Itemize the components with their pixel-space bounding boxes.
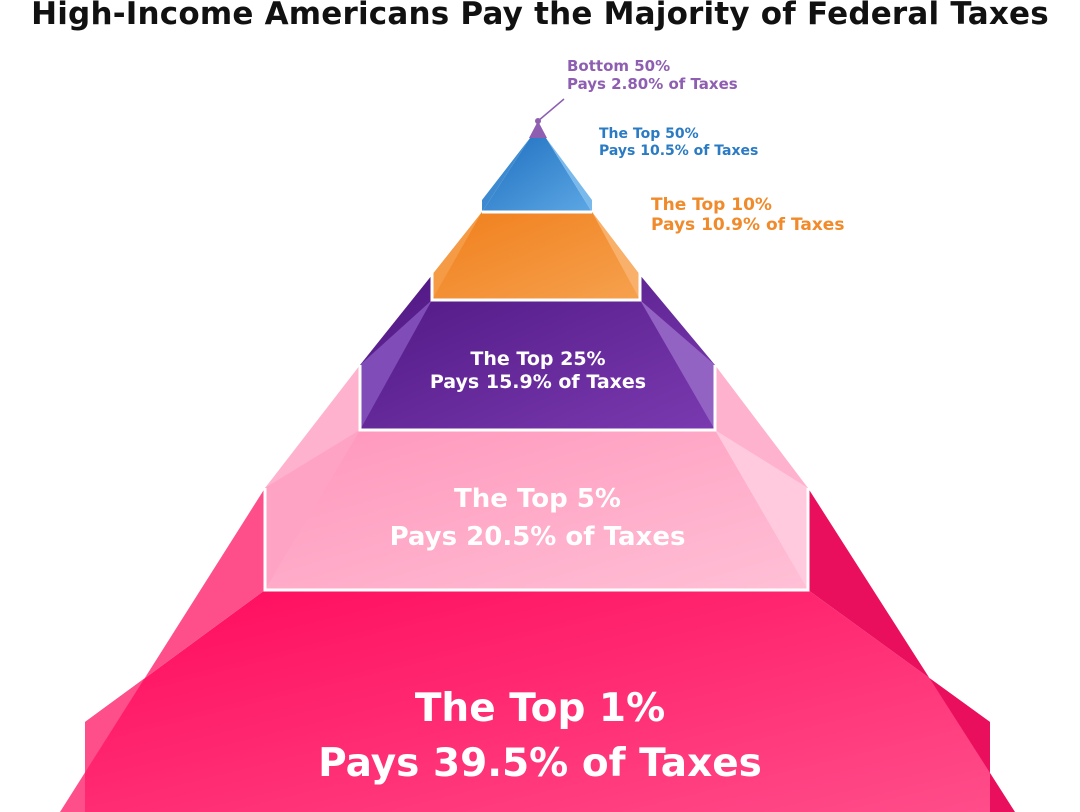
- tier-top-25-percent: [358, 275, 717, 432]
- tier-top-5-face: [265, 430, 808, 590]
- tier-top-1-left-side: [60, 488, 265, 812]
- label-top-1: The Top 1% Pays 39.5% of Taxes: [200, 682, 880, 791]
- tier-top-10-rim: [430, 270, 642, 302]
- label-bottom-50-group: Bottom 50%: [567, 57, 671, 75]
- label-bottom-50: Bottom 50% Pays 2.80% of Taxes: [567, 57, 738, 93]
- tier-top-5-right-side: [715, 430, 808, 590]
- tier-top-1-percent: [60, 488, 1015, 812]
- tier-top-10-face: [432, 212, 640, 300]
- tier-top-1-right-side: [808, 488, 1015, 812]
- tier-top-50-face: [482, 138, 592, 212]
- tier-top-25-face: [360, 275, 715, 430]
- tier-top-50-percent: [482, 138, 592, 214]
- tier-top-50-right-side: [546, 138, 592, 212]
- tier-top-25-left-side: [360, 300, 432, 430]
- tier-top-5-percent: [263, 365, 810, 592]
- label-top-25-group: The Top 25%: [470, 348, 606, 370]
- label-top-5-group: The Top 5%: [454, 484, 621, 514]
- page-title: High-Income Americans Pay the Majority o…: [31, 0, 1049, 32]
- tier-top-10-percent: [430, 212, 642, 302]
- tier-top-1-face: [85, 590, 990, 812]
- tier-top-25-right-side: [640, 300, 715, 430]
- tier-top-10-right-side: [592, 212, 640, 300]
- label-top-10-group: The Top 10%: [651, 195, 772, 215]
- bottom-50-leader-line: [537, 98, 565, 122]
- tier-bottom-50-apex: [529, 121, 547, 138]
- tier-top-25-rim: [358, 365, 717, 432]
- label-top-50: The Top 50% Pays 10.5% of Taxes: [599, 126, 758, 160]
- label-top-25-share: Pays 15.9% of Taxes: [429, 370, 647, 393]
- label-top-50-share: Pays 10.5% of Taxes: [599, 142, 759, 159]
- label-top-25: The Top 25% Pays 15.9% of Taxes: [380, 348, 696, 394]
- tier-bottom-50-percent: [529, 98, 565, 138]
- label-top-1-group: The Top 1%: [414, 686, 666, 731]
- label-top-50-group: The Top 50%: [599, 126, 699, 142]
- label-top-1-share: Pays 39.5% of Taxes: [318, 740, 762, 786]
- tier-top-5-rim: [263, 488, 810, 592]
- tier-top-50-left-side: [482, 138, 530, 212]
- label-top-5-share: Pays 20.5% of Taxes: [389, 521, 686, 552]
- label-top-5: The Top 5% Pays 20.5% of Taxes: [290, 481, 785, 556]
- label-top-10: The Top 10% Pays 10.9% of Taxes: [651, 195, 844, 236]
- label-bottom-50-share: Pays 2.80% of Taxes: [567, 75, 738, 93]
- tier-top-5-left-side: [265, 430, 360, 590]
- label-top-10-share: Pays 10.9% of Taxes: [651, 215, 845, 236]
- tier-top-10-left-side: [432, 212, 482, 300]
- bottom-50-leader-dot: [535, 118, 541, 124]
